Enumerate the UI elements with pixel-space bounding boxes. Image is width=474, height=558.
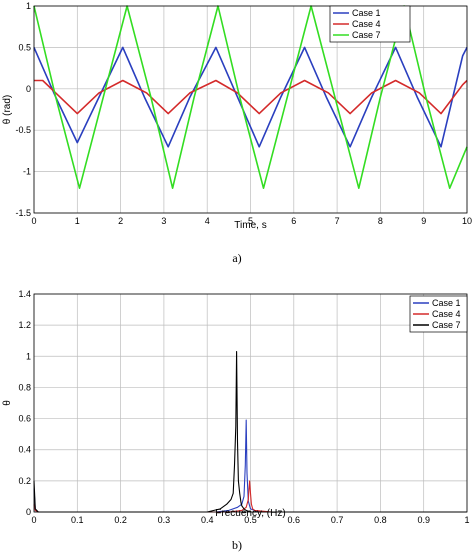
y-axis-label: θ bbox=[2, 400, 13, 406]
y-tick-label: 0.5 bbox=[18, 42, 31, 52]
x-tick-label: 0 bbox=[31, 216, 36, 226]
y-tick-label: 0 bbox=[26, 84, 31, 94]
x-tick-label: 0.3 bbox=[158, 515, 171, 525]
legend-label: Case 4 bbox=[432, 309, 461, 319]
x-tick-label: 5 bbox=[248, 216, 253, 226]
x-tick-label: 0.8 bbox=[374, 515, 387, 525]
x-tick-label: 0 bbox=[31, 515, 36, 525]
plot-frame bbox=[33, 293, 468, 513]
x-tick-label: 3 bbox=[161, 216, 166, 226]
x-tick-label: 0.1 bbox=[71, 515, 84, 525]
y-tick-label: 1 bbox=[26, 351, 31, 361]
x-tick-label: 0.6 bbox=[288, 515, 301, 525]
series-line-case-4 bbox=[34, 79, 468, 115]
x-tick-label: 0.7 bbox=[331, 515, 344, 525]
x-axis-label: Frecuency, (Hz) bbox=[215, 508, 285, 519]
legend-label: Case 4 bbox=[352, 19, 381, 29]
y-tick-label: 0 bbox=[26, 507, 31, 517]
chart-a: 0 1 2 3 4 5 6 7 8 9 10 1 0.5 0 -0.5 -1 -1.5 Time, s θ (rad… bbox=[2, 1, 472, 265]
legend-label: Case 1 bbox=[352, 8, 381, 18]
y-tick-label: 1.4 bbox=[18, 289, 31, 299]
x-tick-label: 4 bbox=[205, 216, 210, 226]
x-tick-label: 7 bbox=[335, 216, 340, 226]
x-tick-label: 6 bbox=[291, 216, 296, 226]
legend-label: Case 1 bbox=[432, 298, 461, 308]
x-tick-label: 0.5 bbox=[244, 515, 257, 525]
y-tick-label: 0.8 bbox=[18, 382, 31, 392]
legend-label: Case 7 bbox=[432, 320, 461, 330]
chart-b: 0 0.1 0.2 0.3 0.4 0.5 0.6 0.7 0.8 0.9 1 1.4 1.2 1 0.8 0… bbox=[2, 289, 470, 552]
y-tick-label: 0.4 bbox=[18, 445, 31, 455]
y-tick-label: 0.6 bbox=[18, 414, 31, 424]
x-tick-label: 2 bbox=[118, 216, 123, 226]
plot-frame bbox=[33, 5, 468, 214]
x-tick-label: 0.2 bbox=[114, 515, 127, 525]
y-tick-label: 1.2 bbox=[18, 320, 31, 330]
y-tick-label: -1.5 bbox=[15, 208, 31, 218]
panel-caption: b) bbox=[232, 538, 242, 552]
x-tick-label: 10 bbox=[462, 216, 472, 226]
x-axis-label: Time, s bbox=[234, 220, 266, 231]
panel-caption: a) bbox=[232, 251, 241, 265]
x-tick-label: 1 bbox=[464, 515, 469, 525]
x-tick-label: 0.4 bbox=[201, 515, 214, 525]
y-tick-label: 1 bbox=[26, 1, 31, 11]
x-tick-label: 8 bbox=[378, 216, 383, 226]
y-axis-label: θ (rad) bbox=[2, 95, 13, 124]
y-tick-label: -1 bbox=[23, 167, 31, 177]
x-tick-label: 0.9 bbox=[417, 515, 430, 525]
legend-label: Case 7 bbox=[352, 30, 381, 40]
y-tick-label: -0.5 bbox=[15, 125, 31, 135]
x-tick-label: 1 bbox=[75, 216, 80, 226]
y-tick-label: 0.2 bbox=[18, 476, 31, 486]
x-tick-label: 9 bbox=[421, 216, 426, 226]
